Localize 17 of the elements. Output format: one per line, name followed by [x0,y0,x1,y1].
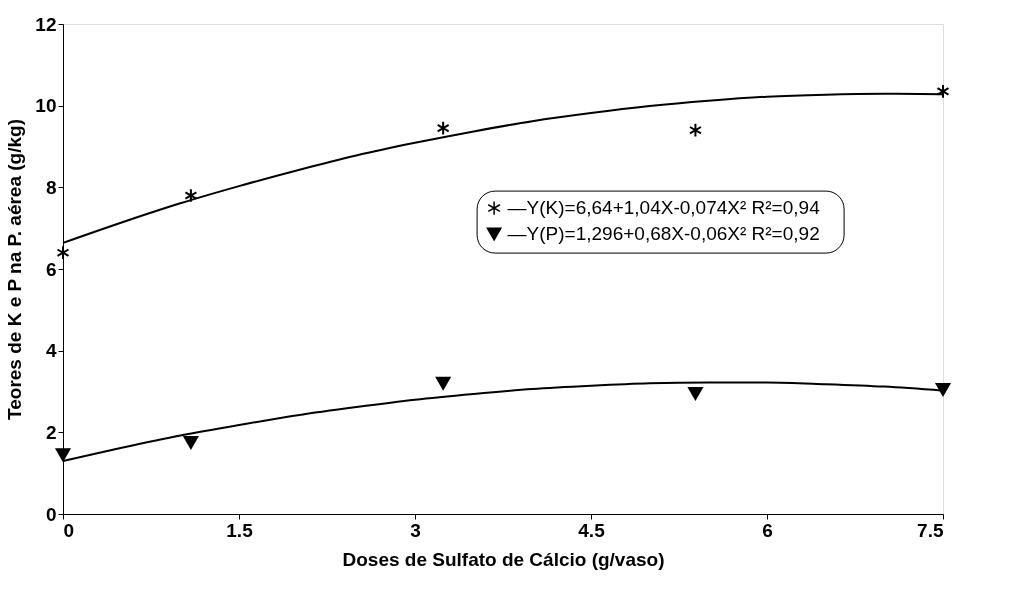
y-axis-title: Teores de K e P na P. aérea (g/kg) [4,119,26,420]
legend-label: —Y(P)=1,296+0,68X-0,06X² R²=0,92 [507,223,820,245]
y-tick-label: 10 [35,95,57,117]
x-tick-label: 3 [410,519,421,541]
x-tick-label: 0 [63,519,75,541]
y-tick-label: 12 [35,13,57,35]
y-tick-label: 4 [45,340,57,362]
y-tick-label: 0 [45,503,57,525]
x-tick-label: 1.5 [226,519,254,541]
y-tick-label: 6 [45,258,57,280]
x-tick-label: 7.5 [917,519,944,541]
x-tick-label: 4.5 [578,519,606,541]
x-axis-title: Doses de Sulfato de Cálcio (g/vaso) [342,548,665,570]
y-tick-label: 2 [45,421,57,443]
y-tick-label: 8 [45,176,57,198]
legend-label: —Y(K)=6,64+1,04X-0,074X² R²=0,94 [507,197,821,219]
x-tick-label: 6 [762,519,773,541]
